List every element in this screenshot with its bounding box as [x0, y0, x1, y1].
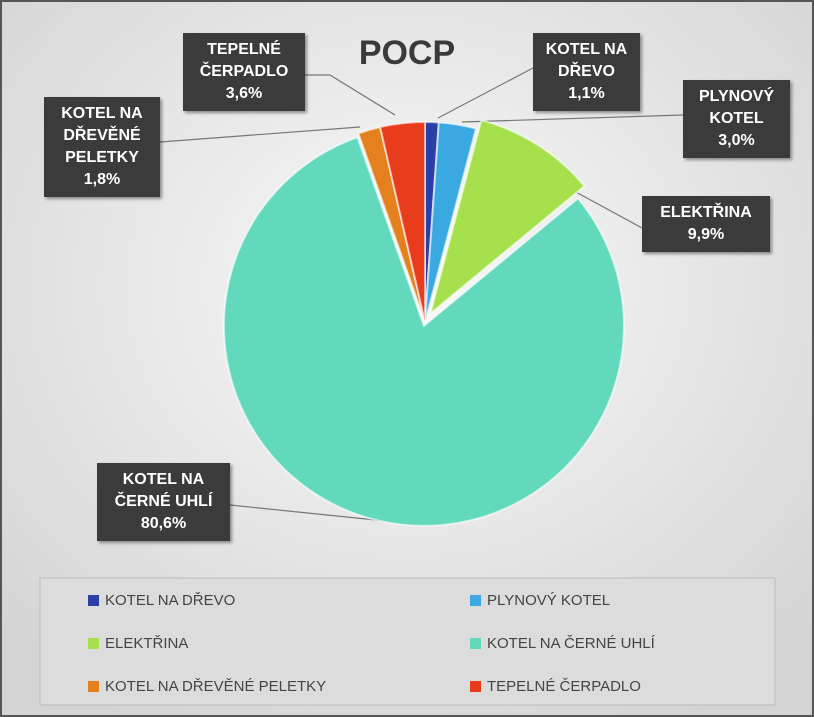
- data-label: KOTEL NA DŘEVĚNÉ PELETKY 1,8%: [44, 97, 160, 197]
- data-label-category: ELEKTŘINA: [660, 204, 752, 221]
- data-label-value: 1,1%: [568, 85, 605, 102]
- data-label-value: 9,9%: [687, 226, 725, 243]
- leader-line: [229, 504, 396, 523]
- data-label-category: KOTEL NA DŘEVO: [545, 41, 628, 80]
- legend-swatch: [88, 638, 99, 649]
- legend-swatch: [88, 681, 99, 692]
- legend-swatch: [470, 595, 481, 606]
- pie-slice: [378, 120, 426, 323]
- data-label: ELEKTŘINA 9,9%: [642, 196, 770, 252]
- leader-line: [159, 126, 361, 143]
- pie-slice: [222, 135, 625, 527]
- pie-slice: [424, 121, 478, 323]
- legend-label: KOTEL NA ČERNÉ UHLÍ: [487, 635, 655, 652]
- data-label-value: 3,0%: [718, 132, 755, 149]
- legend-label: KOTEL NA DŘEVO: [105, 592, 236, 609]
- legend-item: TEPELNÉ ČERPADLO: [470, 678, 641, 695]
- legend-label: KOTEL NA DŘEVĚNÉ PELETKY: [105, 678, 327, 695]
- data-label: TEPELNÉ ČERPADLO 3,6%: [183, 33, 305, 111]
- leader-line: [461, 114, 684, 123]
- data-label: KOTEL NA ČERNÉ UHLÍ 80,6%: [97, 463, 230, 541]
- leader-line: [305, 74, 396, 116]
- data-label-value: 3,6%: [225, 85, 263, 102]
- chart-title: POCP: [358, 34, 456, 72]
- data-label-category: KOTEL NA ČERNÉ UHLÍ: [114, 471, 213, 510]
- legend-item: PLYNOVÝ KOTEL: [470, 592, 610, 609]
- legend-label: PLYNOVÝ KOTEL: [487, 592, 611, 609]
- leader-line: [437, 67, 534, 119]
- data-label-category: TEPELNÉ ČERPADLO: [199, 41, 289, 80]
- data-label-value: 1,8%: [83, 171, 121, 188]
- legend-label: ELEKTŘINA: [105, 635, 189, 652]
- legend-swatch: [470, 681, 481, 692]
- legend-item: ELEKTŘINA: [88, 635, 188, 652]
- legend-item: KOTEL NA DŘEVO: [88, 592, 235, 609]
- legend-label: TEPELNÉ ČERPADLO: [487, 678, 641, 695]
- data-label-category: KOTEL NA DŘEVĚNÉ PELETKY: [61, 105, 143, 166]
- data-label: KOTEL NA DŘEVO 1,1%: [533, 33, 640, 111]
- legend-item: KOTEL NA DŘEVĚNÉ PELETKY: [88, 678, 326, 695]
- leader-lines: [159, 67, 684, 523]
- pie-slice: [428, 118, 586, 317]
- legend-swatch: [470, 638, 481, 649]
- legend-swatch: [88, 595, 99, 606]
- data-label-value: 80,6%: [140, 515, 187, 532]
- legend-item: KOTEL NA ČERNÉ UHLÍ: [470, 635, 655, 652]
- data-label-category: PLYNOVÝ KOTEL: [699, 88, 774, 127]
- data-label: PLYNOVÝ KOTEL 3,0%: [683, 80, 790, 158]
- leader-line: [573, 190, 643, 229]
- legend-box: [39, 577, 776, 706]
